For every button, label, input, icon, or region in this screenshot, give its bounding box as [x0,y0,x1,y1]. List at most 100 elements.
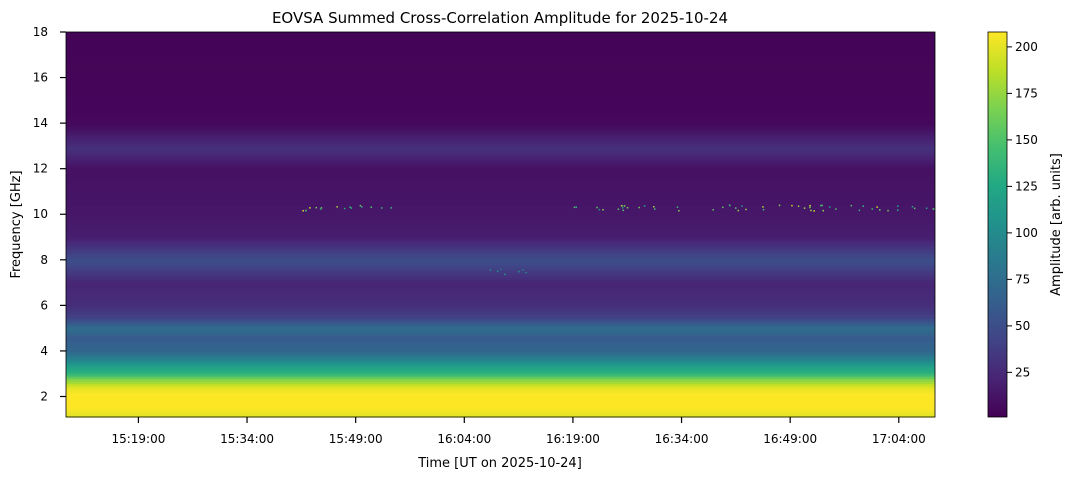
heatmap-row [66,77,935,81]
rfi-speckle [522,269,524,271]
colorbar-tick-label: 200 [1015,40,1038,54]
heatmap-row [66,128,935,132]
heatmap-row [66,412,935,416]
heatmap-row [66,234,935,238]
heatmap-row [66,125,935,129]
heatmap-row [66,58,935,62]
heatmap-row [66,32,935,36]
rfi-speckle [638,206,640,209]
heatmap-row [66,142,935,146]
rfi-speckle [602,209,604,211]
heatmap-row [66,347,935,351]
heatmap-row [66,361,935,365]
rfi-speckle [678,210,680,212]
y-tick-label: 18 [33,25,48,39]
rfi-speckle [809,206,811,209]
heatmap-row [66,368,935,372]
rfi-speckle [504,273,506,276]
rfi-speckle [741,205,743,207]
rfi-speckle [370,206,372,208]
heatmap-row [66,123,935,127]
heatmap-row [66,395,935,399]
heatmap-row [66,354,935,358]
heatmap-row [66,238,935,242]
rfi-speckle [525,271,527,274]
heatmap-row [66,366,935,370]
heatmap-row [66,145,935,149]
heatmap-row [66,229,935,233]
rfi-speckle [829,206,831,208]
heatmap-row [66,299,935,303]
rfi-speckle [897,205,899,207]
heatmap-row [66,222,935,226]
heatmap-row [66,178,935,182]
rfi-speckle [518,270,520,273]
heatmap-row [66,212,935,216]
heatmap-row [66,282,935,286]
heatmap-row [66,113,935,117]
heatmap-row [66,340,935,344]
heatmap-row [66,246,935,250]
rfi-speckle [735,207,737,209]
heatmap-row [66,46,935,50]
rfi-speckle [809,204,811,207]
heatmap-row [66,385,935,389]
colorbar-tick-label: 125 [1015,179,1038,193]
rfi-speckle [309,207,311,209]
heatmap-row [66,217,935,221]
heatmap-row [66,284,935,288]
rfi-speckle [822,209,824,212]
rfi-speckle [500,268,502,270]
rfi-speckle [722,206,724,209]
rfi-speckle [621,205,624,207]
heatmap-row [66,65,935,69]
heatmap-row [66,335,935,339]
heatmap-row [66,147,935,151]
rfi-speckle [858,209,861,212]
rfi-speckle [575,206,577,208]
heatmap-row [66,303,935,307]
rfi-speckle [879,209,881,211]
rfi-speckle [932,208,935,210]
colorbar-gradient [987,31,1008,418]
rfi-speckle [390,207,392,209]
heatmap-row [66,89,935,93]
heatmap-row [66,226,935,230]
rfi-speckle [876,206,878,208]
colorbar-tick-label: 25 [1015,365,1030,379]
heatmap-row [66,202,935,206]
heatmap-row [66,133,935,137]
heatmap-row [66,200,935,204]
heatmap-row [66,356,935,360]
heatmap-row [66,44,935,48]
heatmap-row [66,34,935,38]
colorbar: 25 50 75 100 125 150 175 200 Amplitude [arb. un… [987,31,1064,418]
y-axis-label: Frequency [GHz] [9,170,24,278]
heatmap-row [66,376,935,380]
heatmap-row [66,51,935,55]
y-tick-label: 4 [40,344,48,358]
heatmap-row [66,183,935,187]
rfi-speckle [911,206,914,208]
rfi-speckle [359,204,362,207]
rfi-speckle [626,207,629,209]
rfi-speckle [791,204,793,207]
rfi-speckle [350,207,352,209]
heatmap-row [66,48,935,52]
heatmap-row [66,342,935,346]
x-axis-label: Time [UT on 2025-10-24] [417,456,582,471]
heatmap-row [66,320,935,324]
x-tick-label: 16:34:00 [655,432,709,446]
heatmap-row [66,111,935,115]
heatmap-row [66,63,935,67]
rfi-speckle [887,209,889,212]
rfi-speckle [622,209,624,212]
heatmap-row [66,82,935,86]
heatmap-row [66,188,935,192]
heatmap-row [66,258,935,262]
heatmap-row [66,407,935,411]
rfi-speckle [925,207,928,209]
heatmap-speckles [302,204,935,276]
x-axis: 15:19:00 15:34:00 15:49:00 16:04:00 16:19:00… [111,417,926,446]
y-tick-label: 16 [33,71,48,85]
